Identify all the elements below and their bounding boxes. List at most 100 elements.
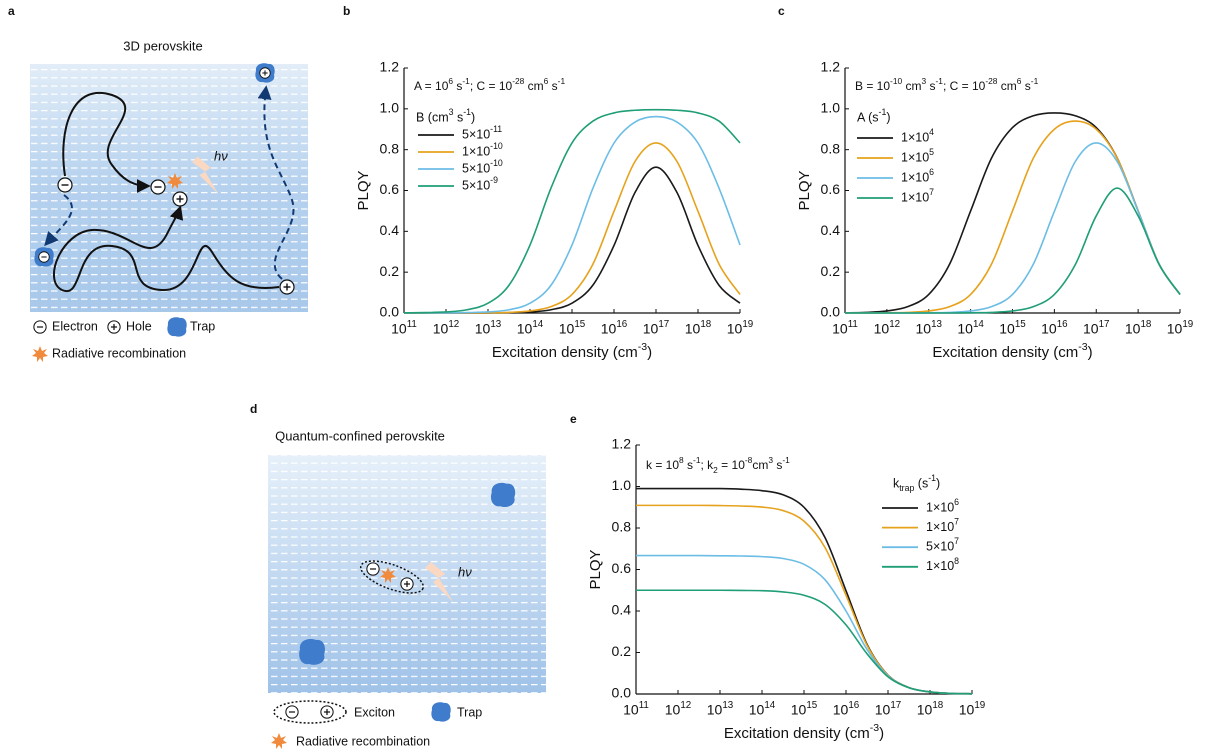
legend-label: 1×108 — [926, 556, 959, 573]
legend-title: ktrap (s-1) — [893, 473, 940, 493]
x-tick-label: 1017 — [875, 700, 901, 718]
data-line — [636, 504, 973, 695]
legend-label: 1×105 — [901, 147, 934, 164]
chart: c 0.0 0.2 0.4 0.6 0.8 1.0 1.2 1011 1012 1013 1014 10… — [778, 4, 1193, 361]
x-tick-label: 1013 — [707, 700, 734, 718]
legend-label: Trap — [190, 319, 215, 333]
panel-d: d Quantum-confined perovskite hν Exciton… — [250, 402, 546, 749]
legend-title: A (s-1) — [857, 107, 891, 124]
x-tick-label: 1011 — [832, 319, 858, 337]
data-line — [636, 554, 973, 695]
photon-label: hν — [458, 564, 472, 579]
data-line — [845, 187, 1181, 314]
hole — [279, 279, 295, 295]
legend-title: B (cm3 s-1) — [416, 107, 475, 124]
legend-icon — [167, 317, 187, 337]
x-tick-label: 1013 — [475, 319, 502, 337]
legend-icon — [431, 702, 451, 722]
electron-path — [62, 91, 151, 193]
panel-label: b — [343, 4, 350, 18]
x-tick-label: 1018 — [685, 319, 712, 337]
y-tick-label: 0.2 — [380, 263, 400, 279]
data-line — [403, 108, 741, 314]
electron — [38, 251, 50, 263]
y-tick-label: 1.2 — [821, 59, 841, 75]
data-line — [844, 120, 1181, 314]
electron — [366, 562, 380, 576]
exciton — [359, 560, 425, 594]
x-tick-label: 1011 — [391, 319, 417, 337]
legend-label: 1×106 — [926, 497, 959, 514]
data-line — [403, 115, 741, 314]
x-tick-label: 1014 — [517, 319, 544, 337]
legend-label: 5×10-9 — [462, 175, 498, 192]
y-tick-label: 0.6 — [380, 181, 400, 197]
legend-icon — [32, 346, 48, 362]
trap — [299, 639, 325, 665]
legend-icon — [320, 705, 334, 719]
y-tick-label: 1.2 — [612, 436, 632, 452]
x-tick-label: 1018 — [1125, 319, 1152, 337]
x-tick-label: 1016 — [601, 319, 628, 337]
hole-path — [52, 205, 280, 293]
y-tick-label: 0.6 — [612, 560, 632, 576]
y-tick-label: 0.4 — [612, 602, 632, 618]
legend-label: Trap — [457, 705, 482, 719]
x-axis-title: Excitation density (cm-3) — [492, 341, 652, 361]
legend-icon — [273, 700, 347, 724]
legend-icon — [107, 320, 121, 334]
y-tick-label: 1.0 — [612, 477, 632, 493]
hole — [400, 577, 414, 591]
y-tick-label: 0.4 — [821, 222, 841, 238]
x-axis-title: Excitation density (cm-3) — [724, 722, 884, 742]
legend-label: 5×107 — [926, 537, 959, 554]
y-tick-label: 0.0 — [380, 304, 400, 320]
x-axis-title: Excitation density (cm-3) — [932, 341, 1092, 361]
data-line — [635, 589, 973, 695]
hole — [172, 191, 188, 207]
y-tick-label: 1.2 — [380, 59, 400, 75]
x-tick-label: 1019 — [727, 319, 753, 337]
panel-title: 3D perovskite — [123, 38, 202, 53]
legend-label: 1×106 — [901, 167, 934, 184]
legend-label: Hole — [126, 319, 152, 333]
legend-icon — [271, 733, 287, 749]
legend-label: 1×107 — [926, 517, 959, 534]
legend-label: 1×104 — [901, 127, 934, 144]
legend-icon — [285, 705, 299, 719]
x-tick-label: 1015 — [791, 700, 818, 718]
panel-label: c — [778, 4, 785, 18]
x-tick-label: 1019 — [959, 700, 985, 718]
x-tick-label: 1016 — [833, 700, 860, 718]
x-tick-label: 1014 — [957, 319, 984, 337]
x-tick-label: 1016 — [1041, 319, 1068, 337]
chart: e 0.0 0.2 0.4 0.6 0.8 1.0 1.2 1011 1012 1013 1014 10… — [570, 412, 985, 742]
legend-label: Exciton — [354, 705, 395, 719]
legend-label: 5×10-11 — [462, 124, 502, 141]
legend-label: Radiative recombination — [296, 734, 430, 748]
legend-label: 5×10-10 — [462, 158, 503, 175]
y-tick-label: 0.6 — [821, 181, 841, 197]
y-axis-title: PLQY — [355, 170, 372, 210]
x-tick-label: 1014 — [749, 700, 776, 718]
legend-label: Electron — [52, 319, 98, 333]
photon-label: hν — [214, 148, 228, 163]
annotation: k = 108 s-1; k2 = 10-8cm3 s-1 — [646, 455, 790, 475]
x-tick-label: 1013 — [916, 319, 943, 337]
annotation: B = 10-10 cm3 s-1; C = 10-28 cm6 s-1 — [855, 76, 1039, 93]
x-tick-label: 1015 — [559, 319, 586, 337]
x-tick-label: 1012 — [874, 319, 900, 337]
x-tick-label: 1012 — [665, 700, 691, 718]
y-tick-label: 1.0 — [380, 100, 400, 116]
data-line — [636, 487, 973, 695]
panel-label: a — [8, 4, 15, 18]
y-tick-label: 1.0 — [821, 100, 841, 116]
y-axis-title: PLQY — [587, 549, 604, 589]
panel-label: d — [250, 402, 257, 416]
legend-label: 1×107 — [901, 187, 934, 204]
y-axis-title: PLQY — [796, 170, 813, 210]
x-tick-label: 1018 — [917, 700, 944, 718]
